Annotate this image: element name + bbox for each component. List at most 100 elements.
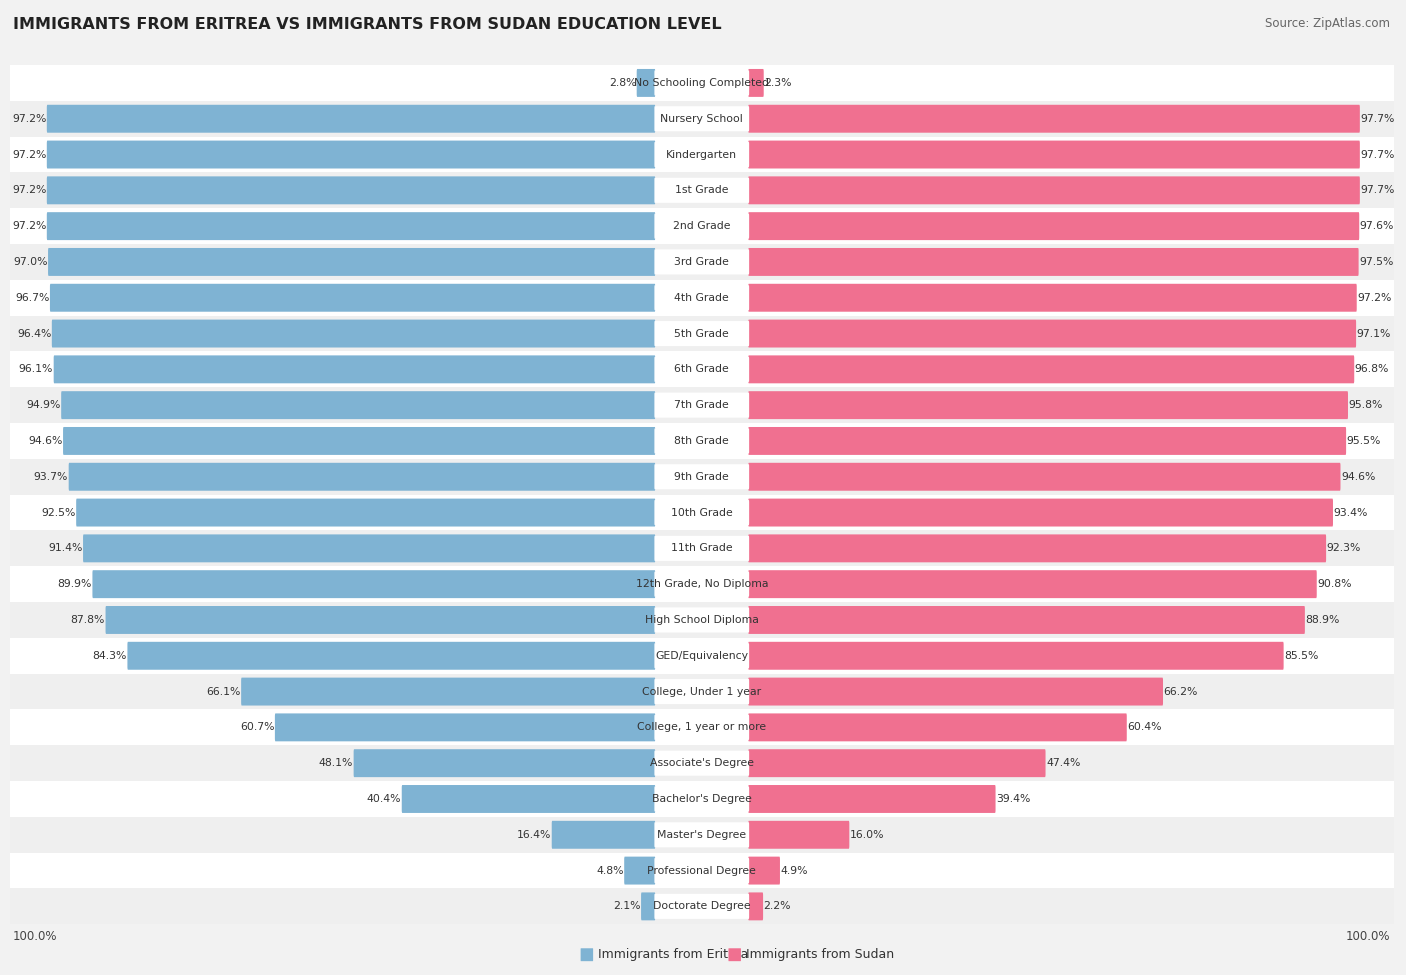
FancyBboxPatch shape [654,858,749,883]
FancyBboxPatch shape [748,678,1163,706]
Text: 96.4%: 96.4% [17,329,52,338]
Text: 40.4%: 40.4% [367,794,401,804]
FancyBboxPatch shape [748,427,1346,455]
FancyBboxPatch shape [654,177,749,203]
FancyBboxPatch shape [748,785,995,813]
Text: 90.8%: 90.8% [1317,579,1351,589]
Text: No Schooling Completed: No Schooling Completed [634,78,769,88]
Bar [10,423,1393,459]
Text: 12th Grade, No Diploma: 12th Grade, No Diploma [636,579,768,589]
Text: 16.0%: 16.0% [849,830,884,839]
Text: GED/Equivalency: GED/Equivalency [655,650,748,661]
FancyBboxPatch shape [654,644,749,668]
Text: 93.4%: 93.4% [1333,508,1368,518]
Text: 88.9%: 88.9% [1305,615,1340,625]
Text: 92.3%: 92.3% [1327,543,1361,554]
Text: 66.2%: 66.2% [1164,686,1198,696]
Text: 39.4%: 39.4% [995,794,1031,804]
Text: 2.8%: 2.8% [609,78,637,88]
Text: 7th Grade: 7th Grade [675,400,730,410]
Bar [10,494,1393,530]
FancyBboxPatch shape [654,428,749,453]
Text: High School Diploma: High School Diploma [645,615,759,625]
Bar [10,817,1393,853]
Text: 100.0%: 100.0% [13,930,58,944]
FancyBboxPatch shape [581,949,593,961]
FancyBboxPatch shape [641,892,655,920]
Text: 97.5%: 97.5% [1360,257,1393,267]
Text: 97.2%: 97.2% [13,185,46,195]
FancyBboxPatch shape [748,356,1354,383]
Text: 89.9%: 89.9% [58,579,91,589]
Bar [10,209,1393,244]
Text: Associate's Degree: Associate's Degree [650,759,754,768]
FancyBboxPatch shape [69,463,655,490]
Bar [10,674,1393,710]
Text: College, 1 year or more: College, 1 year or more [637,722,766,732]
FancyBboxPatch shape [654,500,749,526]
Text: 2.3%: 2.3% [765,78,792,88]
FancyBboxPatch shape [748,749,1046,777]
FancyBboxPatch shape [354,749,655,777]
FancyBboxPatch shape [654,142,749,167]
Text: 93.7%: 93.7% [34,472,69,482]
Bar [10,710,1393,745]
FancyBboxPatch shape [128,642,655,670]
Text: 85.5%: 85.5% [1284,650,1319,661]
FancyBboxPatch shape [654,679,749,704]
Text: 84.3%: 84.3% [93,650,127,661]
FancyBboxPatch shape [76,498,655,526]
Text: 97.0%: 97.0% [13,257,48,267]
FancyBboxPatch shape [276,714,655,741]
FancyBboxPatch shape [46,104,655,133]
FancyBboxPatch shape [748,606,1305,634]
Text: 95.8%: 95.8% [1348,400,1384,410]
FancyBboxPatch shape [242,678,655,706]
Bar [10,387,1393,423]
FancyBboxPatch shape [654,70,749,96]
Text: Master's Degree: Master's Degree [657,830,747,839]
FancyBboxPatch shape [654,751,749,776]
FancyBboxPatch shape [654,822,749,847]
FancyBboxPatch shape [654,286,749,310]
FancyBboxPatch shape [748,498,1333,526]
FancyBboxPatch shape [748,892,763,920]
Text: Professional Degree: Professional Degree [647,866,756,876]
FancyBboxPatch shape [654,357,749,382]
Text: 91.4%: 91.4% [48,543,83,554]
Text: 66.1%: 66.1% [207,686,240,696]
Text: 96.1%: 96.1% [18,365,53,374]
FancyBboxPatch shape [748,213,1360,240]
Text: 94.6%: 94.6% [1341,472,1375,482]
FancyBboxPatch shape [654,214,749,239]
FancyBboxPatch shape [402,785,655,813]
Bar [10,603,1393,638]
FancyBboxPatch shape [624,857,655,884]
Text: 92.5%: 92.5% [41,508,76,518]
Bar [10,173,1393,209]
Bar [10,781,1393,817]
Text: 96.7%: 96.7% [15,292,49,303]
Bar [10,244,1393,280]
FancyBboxPatch shape [748,140,1360,169]
FancyBboxPatch shape [105,606,655,634]
Text: 97.1%: 97.1% [1357,329,1391,338]
FancyBboxPatch shape [748,642,1284,670]
FancyBboxPatch shape [748,391,1348,419]
Text: 8th Grade: 8th Grade [675,436,730,446]
FancyBboxPatch shape [654,536,749,561]
FancyBboxPatch shape [748,104,1360,133]
Bar [10,316,1393,351]
FancyBboxPatch shape [748,463,1340,490]
Text: 5th Grade: 5th Grade [675,329,730,338]
Text: Kindergarten: Kindergarten [666,149,737,160]
Text: 60.7%: 60.7% [240,722,274,732]
Text: 97.2%: 97.2% [1357,292,1392,303]
FancyBboxPatch shape [748,857,780,884]
Text: 16.4%: 16.4% [517,830,551,839]
Bar [10,745,1393,781]
FancyBboxPatch shape [46,140,655,169]
Text: 96.8%: 96.8% [1355,365,1389,374]
Text: 4th Grade: 4th Grade [675,292,730,303]
Text: 97.7%: 97.7% [1361,149,1395,160]
